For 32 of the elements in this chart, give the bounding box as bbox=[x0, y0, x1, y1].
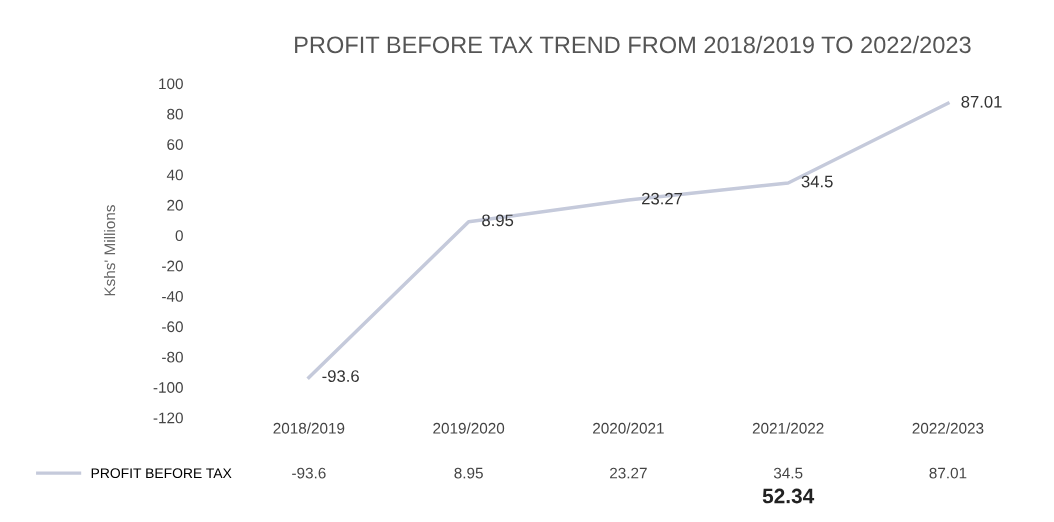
y-tick-label: -20 bbox=[162, 260, 183, 272]
y-tick-label: 20 bbox=[167, 199, 183, 211]
y-tick-label: 0 bbox=[175, 230, 183, 242]
y-tick-label: 80 bbox=[167, 108, 183, 120]
text: 87.01 bbox=[929, 467, 967, 479]
x-tick-label: 2020/2021 bbox=[593, 422, 664, 434]
data-label: 23.27 bbox=[642, 192, 683, 205]
legend-label: PROFIT BEFORE TAX bbox=[91, 468, 232, 479]
data-label: -93.6 bbox=[322, 370, 359, 382]
x-tick-label: 2021/2022 bbox=[752, 422, 824, 434]
text: 52.34 bbox=[762, 488, 815, 504]
y-tick-label: -100 bbox=[153, 382, 183, 393]
x-tick-label: 2018/2019 bbox=[273, 422, 345, 434]
data-label: 34.5 bbox=[801, 175, 833, 188]
y-tick-label: -80 bbox=[162, 351, 183, 363]
y-tick-label: -60 bbox=[162, 321, 183, 333]
data-label: 87.01 bbox=[961, 95, 1002, 108]
text: -93.6 bbox=[292, 467, 326, 479]
text: 8.95 bbox=[454, 467, 483, 479]
x-tick-label: 2019/2020 bbox=[433, 422, 505, 434]
y-tick-label: 60 bbox=[167, 139, 183, 150]
text: 34.5 bbox=[773, 467, 803, 479]
y-tick-label: -120 bbox=[153, 412, 183, 424]
chart-title: PROFIT BEFORE TAX TREND FROM 2018/2019 TO 2022/2023 bbox=[295, 35, 971, 54]
y-axis-title: Kshs' Millions bbox=[103, 205, 116, 296]
y-tick-label: 100 bbox=[159, 78, 183, 90]
text: 23.27 bbox=[610, 467, 647, 479]
x-tick-label: 2022/2023 bbox=[912, 422, 984, 434]
y-tick-label: 40 bbox=[166, 169, 183, 181]
y-tick-label: -40 bbox=[162, 290, 183, 302]
line-series bbox=[307, 101, 950, 380]
data-label: 8.95 bbox=[482, 214, 514, 227]
